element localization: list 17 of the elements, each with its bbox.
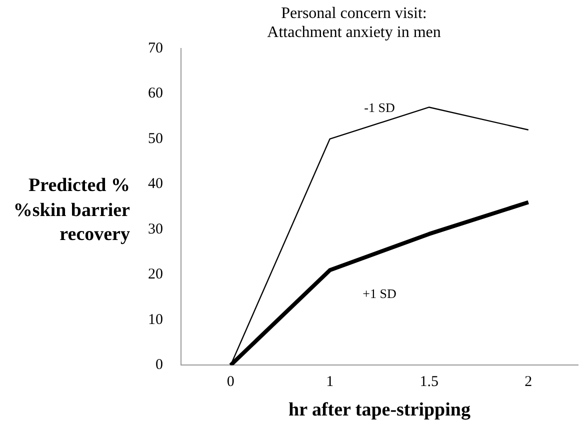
y-tick-label: 70	[148, 40, 163, 56]
x-tick-label: 1	[326, 374, 334, 390]
x-tick-label: 1.5	[420, 374, 438, 390]
y-tick-label: 60	[148, 86, 163, 102]
series-label: -1 SD	[364, 100, 395, 115]
y-axis-title: Predicted % %skin barrier recovery	[13, 174, 130, 248]
y-tick-label: 40	[148, 176, 163, 192]
y-tick-label: 20	[148, 266, 163, 283]
x-tick-label: 2	[524, 374, 532, 390]
chart-title: Personal concern visit: Attachment anxiety in men	[267, 4, 441, 42]
y-tick-label: 50	[148, 130, 163, 147]
x-tick-label: 0	[226, 374, 234, 390]
text: +1 SD	[362, 286, 396, 301]
y-tick-label: 10	[148, 312, 163, 328]
y-tick-label: 0	[156, 357, 163, 374]
x-axis-title: hr after tape-stripping	[288, 400, 471, 421]
y-tick-label: 30	[148, 221, 163, 238]
